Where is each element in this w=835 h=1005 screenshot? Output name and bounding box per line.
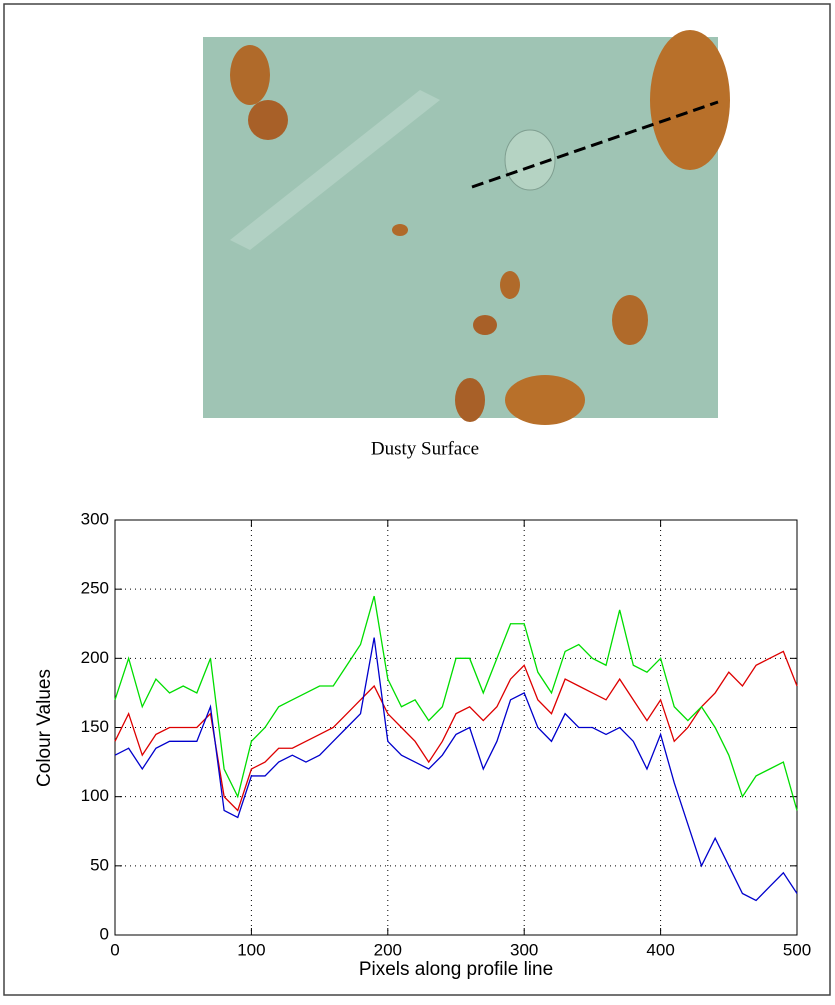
- data-line: [114, 595, 798, 811]
- x-tick-label: 200: [374, 940, 402, 959]
- x-tick-label: 400: [646, 940, 674, 959]
- y-tick-label: 300: [81, 509, 109, 528]
- x-tick-label: 100: [237, 940, 265, 959]
- y-tick-label: 200: [81, 648, 109, 667]
- x-tick-label: 0: [110, 940, 119, 959]
- y-tick-label: 150: [81, 717, 109, 736]
- x-tick-label: 300: [510, 940, 538, 959]
- data-line: [114, 650, 798, 812]
- data-line: [114, 637, 798, 902]
- y-tick-label: 250: [81, 579, 109, 598]
- y-axis-label: Colour Values: [34, 669, 55, 787]
- image-caption: Dusty Surface: [371, 438, 479, 459]
- y-tick-label: 100: [81, 786, 109, 805]
- x-axis-label: Pixels along profile line: [359, 959, 553, 980]
- x-tick-label: 500: [783, 940, 811, 959]
- y-tick-label: 0: [100, 924, 109, 943]
- surface-image: [203, 30, 730, 425]
- y-tick-label: 50: [90, 855, 109, 874]
